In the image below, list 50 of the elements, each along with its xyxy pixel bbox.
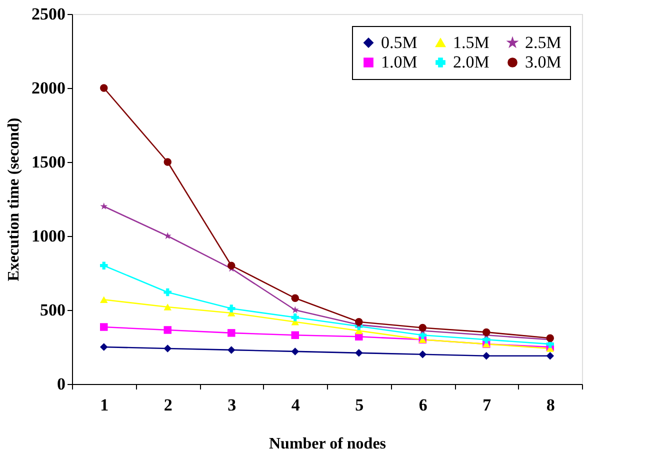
x-tick-label: 1 [100, 396, 109, 414]
point [164, 158, 172, 166]
x-tick-label: 6 [418, 396, 428, 414]
point [100, 296, 108, 303]
x-tick-label: 2 [164, 396, 172, 414]
point [100, 343, 108, 351]
point [228, 262, 236, 270]
point [355, 318, 363, 326]
x-tick-label: 5 [355, 396, 364, 414]
point [291, 348, 299, 356]
point [228, 304, 236, 312]
x-tick-label: 3 [228, 396, 236, 414]
point [164, 288, 172, 296]
y-axis-title: Execution time (second) [6, 118, 22, 282]
legend-label: 1.0M [381, 52, 418, 72]
point [546, 352, 554, 360]
y-tick-label: 0 [57, 374, 66, 394]
point [482, 352, 490, 360]
y-tick-label: 2500 [32, 4, 66, 24]
y-tick-label: 500 [40, 300, 66, 320]
point [291, 314, 299, 322]
legend-label: 0.5M [381, 32, 418, 52]
point [291, 294, 299, 302]
point [100, 323, 108, 331]
point [228, 329, 236, 337]
point [291, 306, 299, 314]
point [164, 344, 172, 352]
point [164, 304, 172, 310]
legend-label: 3.0M [525, 52, 562, 72]
point [291, 331, 299, 340]
point [228, 346, 236, 354]
point [100, 262, 108, 270]
x-axis-title: Number of nodes [268, 436, 386, 452]
legend-label: 1.5M [453, 32, 490, 52]
x-tick-label: 7 [482, 396, 492, 414]
point [164, 232, 172, 240]
x-tick-label: 4 [291, 396, 300, 414]
legend-label: 2.5M [525, 32, 562, 52]
point [418, 324, 426, 332]
x-tick-label: 8 [546, 396, 555, 414]
point [418, 350, 426, 358]
point [100, 84, 108, 92]
y-tick-label: 1500 [32, 152, 66, 172]
legend-label: 2.0M [453, 52, 490, 72]
point [100, 202, 108, 210]
y-tick-label: 1000 [32, 226, 66, 246]
point [482, 328, 490, 336]
point [164, 326, 172, 334]
point [355, 349, 363, 357]
y-tick-label: 2000 [32, 78, 66, 98]
